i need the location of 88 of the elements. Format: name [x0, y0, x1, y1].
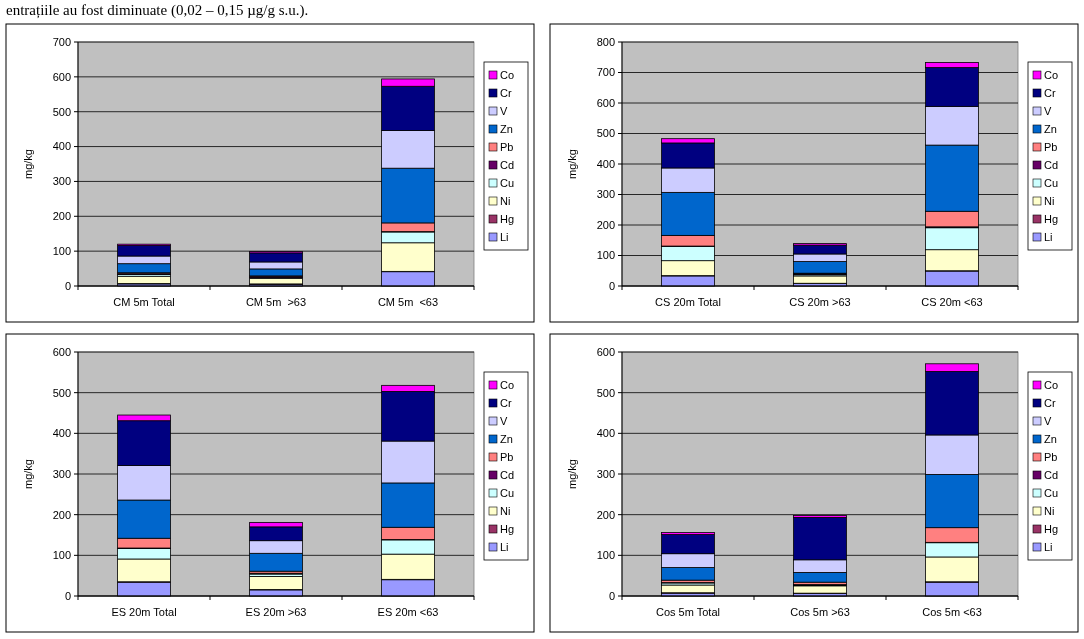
y-tick-label: 0 [608, 589, 615, 602]
legend-label: V [1044, 104, 1052, 117]
legend-label: Cr [500, 396, 512, 409]
legend-label: Co [1044, 68, 1059, 81]
y-tick-label: 400 [596, 427, 615, 440]
legend-label: V [500, 104, 508, 117]
x-tick-label: ES 20m Total [111, 606, 177, 618]
legend-label: Zn [500, 122, 513, 135]
y-tick-label: 500 [52, 386, 71, 399]
x-tick-label: Cos 5m >63 [790, 606, 850, 618]
y-tick-label: 800 [596, 35, 615, 48]
y-axis-title: mg/kg [566, 459, 578, 489]
x-tick-label: CS 20m <63 [921, 296, 983, 308]
y-tick-label: 400 [52, 140, 71, 153]
legend-label: Cr [1044, 396, 1056, 409]
y-tick-label: 300 [52, 175, 71, 188]
x-tick-label: CM 5m Total [113, 296, 175, 308]
y-axis-title: mg/kg [22, 149, 34, 179]
y-tick-label: 700 [596, 66, 615, 79]
legend-label: Pb [500, 450, 514, 463]
y-tick-label: 500 [596, 127, 615, 140]
x-tick-label: CS 20m Total [655, 296, 721, 308]
x-tick-label: ES 20m <63 [377, 606, 439, 618]
y-tick-label: 100 [596, 249, 615, 262]
y-tick-label: 0 [608, 279, 615, 292]
y-tick-label: 500 [52, 105, 71, 118]
legend-label: Co [500, 378, 515, 391]
y-tick-label: 300 [596, 467, 615, 480]
y-axis-title: mg/kg [22, 459, 34, 489]
legend-label: Cu [500, 176, 515, 189]
legend-label: Hg [1044, 212, 1059, 225]
legend-label: Cu [1044, 176, 1059, 189]
legend-label: Hg [500, 212, 515, 225]
legend-label: Co [500, 68, 515, 81]
legend-label: Ni [1044, 194, 1055, 207]
x-tick-label: CM 5m >63 [245, 296, 307, 308]
y-tick-label: 200 [596, 218, 615, 231]
legend-label: Li [500, 230, 509, 243]
x-tick-label: CS 20m >63 [789, 296, 851, 308]
x-tick-label: Cos 5m <63 [922, 606, 982, 618]
y-axis-title: mg/kg [566, 149, 578, 179]
legend-label: Cu [500, 486, 515, 499]
legend-label: Pb [1044, 450, 1058, 463]
y-tick-label: 0 [64, 589, 71, 602]
y-tick-label: 300 [596, 188, 615, 201]
legend-label: Li [1044, 230, 1053, 243]
y-tick-label: 100 [52, 244, 71, 257]
y-tick-label: 600 [52, 345, 71, 358]
y-tick-label: 400 [596, 157, 615, 170]
legend-label: Pb [1044, 140, 1058, 153]
legend-label: Cr [1044, 86, 1056, 99]
y-tick-label: 300 [52, 467, 71, 480]
legend-label: Co [1044, 378, 1059, 391]
y-tick-label: 400 [52, 427, 71, 440]
y-tick-label: 500 [596, 386, 615, 399]
y-tick-label: 600 [52, 70, 71, 83]
y-tick-label: 600 [596, 96, 615, 109]
y-tick-label: 200 [52, 210, 71, 223]
legend-label: Li [500, 540, 509, 553]
y-tick-label: 600 [596, 345, 615, 358]
legend-label: V [500, 414, 508, 427]
legend-label: Cd [500, 468, 515, 481]
y-tick-label: 200 [596, 508, 615, 521]
legend-label: Cr [500, 86, 512, 99]
legend-label: Ni [1044, 504, 1055, 517]
legend-label: Cu [1044, 486, 1059, 499]
text: entrațiile au fost diminuate (0,02 – 0,15 µg/g s.u.). [6, 2, 309, 19]
legend-label: Cd [1044, 158, 1059, 171]
legend-label: V [1044, 414, 1052, 427]
legend-label: Li [1044, 540, 1053, 553]
legend-label: Pb [500, 140, 514, 153]
x-tick-label: Cos 5m Total [656, 606, 720, 618]
legend-label: Hg [500, 522, 515, 535]
y-tick-label: 700 [52, 35, 71, 48]
legend-label: Cd [500, 158, 515, 171]
y-tick-label: 0 [64, 279, 71, 292]
legend-label: Ni [500, 194, 511, 207]
y-tick-label: 200 [52, 508, 71, 521]
x-tick-label: ES 20m >63 [245, 606, 307, 618]
legend-label: Ni [500, 504, 511, 517]
y-tick-label: 100 [596, 549, 615, 562]
legend-label: Zn [500, 432, 513, 445]
y-tick-label: 100 [52, 549, 71, 562]
legend-label: Cd [1044, 468, 1059, 481]
legend-label: Zn [1044, 432, 1057, 445]
x-tick-label: CM 5m <63 [377, 296, 439, 308]
legend-label: Zn [1044, 122, 1057, 135]
legend-label: Hg [1044, 522, 1059, 535]
